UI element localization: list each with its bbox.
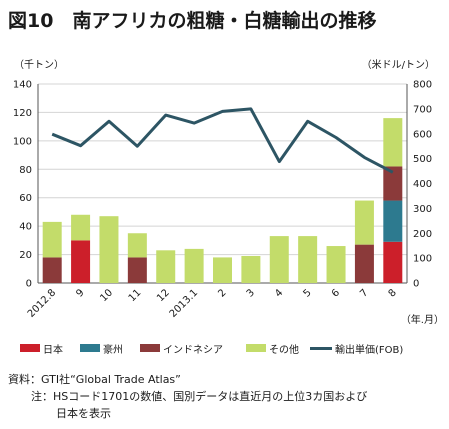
y-tick-label: 0 [26, 279, 32, 290]
legend-swatch-japan [20, 344, 40, 352]
legend-item-other: その他 [246, 341, 299, 356]
x-tick-label: 2012.8 [26, 287, 59, 320]
x-tick-label: 6 [330, 287, 342, 299]
legend-label-price: 輸出単価(FOB) [335, 344, 404, 356]
bar-other [213, 257, 232, 283]
y2-tick-label: 700 [413, 104, 432, 115]
x-tick-label: 2 [216, 287, 228, 299]
source-note: 資料：GTI社“Global Trade Atlas” [8, 373, 181, 386]
legend-swatch-australia [80, 344, 100, 352]
y2-tick-label: 400 [413, 179, 432, 190]
legend-item-price: 輸出単価(FOB) [310, 341, 404, 356]
x-tick-label: 8 [387, 287, 399, 299]
legend-label-japan: 日本 [43, 344, 63, 356]
y2-tick-label: 200 [413, 229, 432, 240]
legend-label-australia: 豪州 [103, 344, 123, 356]
footnote-line-2: 日本を表示 [56, 407, 111, 420]
x-tick-label: 4 [273, 287, 285, 299]
y2-tick-label: 0 [413, 279, 419, 290]
y2-tick-label: 300 [413, 204, 432, 215]
bar-indonesia [42, 257, 62, 283]
bar-japan [71, 240, 91, 283]
legend-swatch-price [310, 346, 332, 350]
legend-swatch-other [246, 344, 266, 352]
bar-other [269, 236, 289, 283]
x-tick-label: 11 [127, 287, 144, 304]
bar-australia [383, 200, 403, 242]
chart-title: 図10 南アフリカの粗糖・白糖輸出の推移 [8, 10, 377, 32]
y-tick-label: 140 [13, 80, 32, 91]
x-tick-label: 12 [155, 287, 172, 304]
bar-other [383, 118, 403, 167]
x-tick-label: 2013.1 [168, 287, 201, 320]
bar-other [42, 221, 62, 258]
bar-other [156, 250, 176, 283]
y-tick-label: 20 [19, 250, 32, 261]
x-tick-label: 10 [98, 287, 115, 304]
y2-tick-label: 800 [413, 80, 432, 91]
legend-item-japan: 日本 [20, 341, 63, 356]
y2-tick-label: 500 [413, 154, 432, 165]
footnote-line-1: 注：HSコード1701の数値、国別データは直近月の上位3カ国および [31, 390, 368, 403]
legend-label-other: その他 [269, 344, 299, 356]
bar-other [71, 214, 91, 241]
legend-swatch-indonesia [140, 344, 160, 352]
left-axis-unit: （千トン） [14, 60, 64, 71]
y-tick-label: 80 [19, 165, 32, 176]
x-axis-unit: （年.月） [401, 313, 444, 326]
x-tick-label: 9 [74, 287, 86, 299]
right-axis-unit: （米ドル/トン） [361, 60, 435, 71]
bar-indonesia [127, 257, 147, 283]
y-tick-label: 100 [13, 136, 32, 147]
y-tick-label: 120 [13, 108, 32, 119]
bar-other [241, 255, 261, 283]
bar-other [298, 236, 318, 283]
bar-indonesia [383, 166, 403, 201]
y2-tick-label: 100 [413, 254, 432, 265]
bar-other [184, 248, 204, 283]
chart-plot: 0 20 40 60 80 100 120 140 0 100 200 300 400 500 600 700… [13, 80, 444, 327]
bar-other [99, 216, 119, 283]
y2-tick-label: 600 [413, 129, 432, 140]
bar-other [326, 246, 346, 283]
x-tick-label: 7 [358, 287, 370, 299]
x-tick-label: 5 [301, 287, 313, 299]
legend-label-indonesia: インドネシア [163, 344, 223, 356]
legend-item-indonesia: インドネシア [140, 341, 223, 356]
bar-japan [383, 241, 403, 283]
bar-other [127, 233, 147, 258]
y-tick-label: 60 [19, 193, 32, 204]
y-tick-label: 40 [19, 222, 32, 233]
bar-indonesia [354, 244, 374, 283]
bar-other [354, 200, 374, 245]
x-tick-label: 3 [245, 287, 257, 299]
legend-item-australia: 豪州 [80, 341, 123, 356]
